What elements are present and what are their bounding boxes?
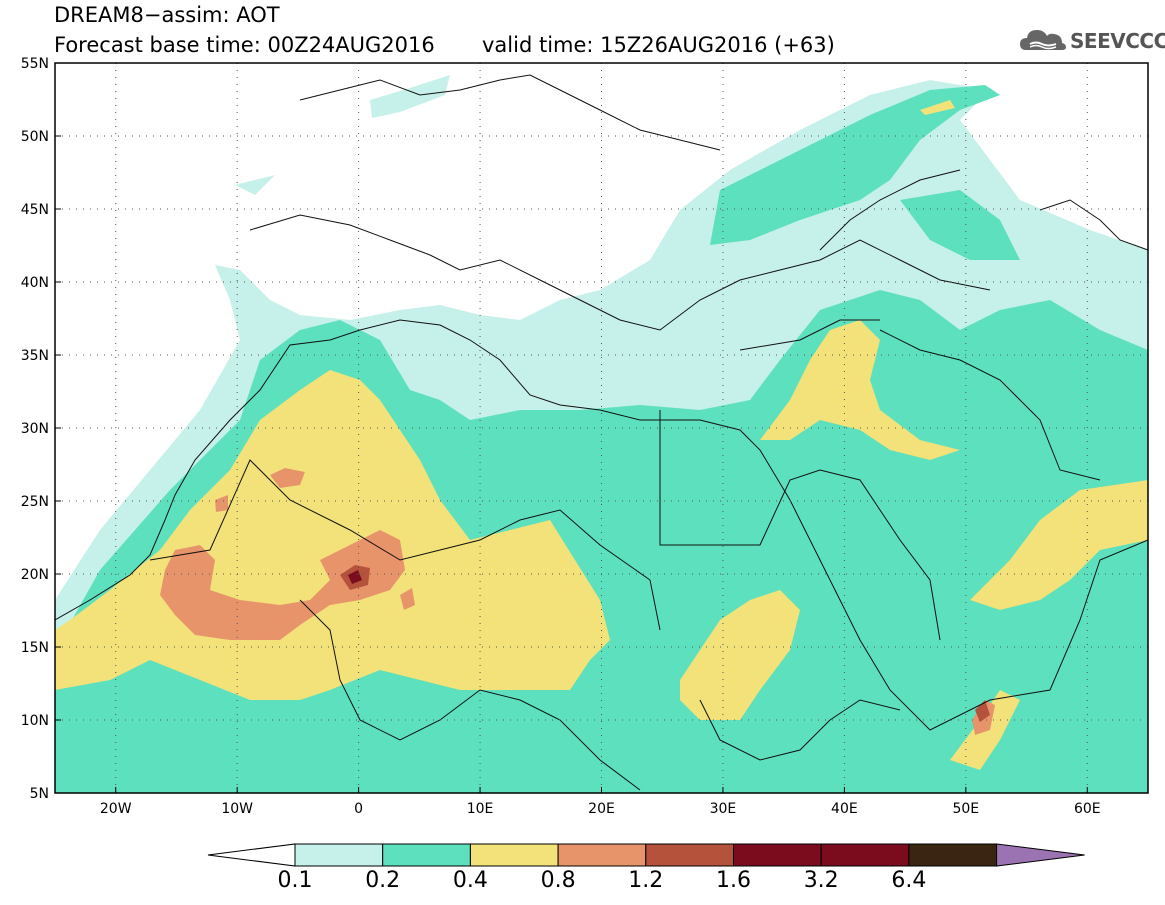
lat-tick-label: 50N <box>21 129 49 145</box>
forecast-base-time: Forecast base time: 00Z24AUG2016 <box>54 33 435 57</box>
colorbar-label: 0.1 <box>277 868 313 893</box>
lon-tick-label: 40E <box>831 801 858 817</box>
colorbar-label: 1.6 <box>716 868 751 893</box>
lat-tick-label: 40N <box>21 275 49 291</box>
lat-tick-label: 35N <box>21 348 49 364</box>
colorbar-label: 0.2 <box>365 868 401 893</box>
colorbar <box>207 843 1085 867</box>
lat-tick-label: 5N <box>30 786 49 802</box>
colorbar-segment <box>469 843 559 867</box>
colorbar-segment <box>820 843 910 867</box>
lon-tick-label: 10E <box>467 801 494 817</box>
aot-field <box>55 63 1148 793</box>
logo-text: SEEVCCC <box>1070 29 1165 53</box>
seevccc-logo: SEEVCCC <box>1018 22 1165 60</box>
aot-level-1-6 <box>348 570 362 584</box>
lat-tick-label: 45N <box>21 202 49 218</box>
lon-tick-label: 20W <box>100 801 132 817</box>
lat-lon-grid <box>55 63 1148 793</box>
lon-tick-label: 60E <box>1074 801 1101 817</box>
lat-tick-label: 15N <box>21 640 49 656</box>
colorbar-segment <box>557 843 647 867</box>
colorbar-over-arrow <box>996 843 1085 867</box>
lat-tick-label: 25N <box>21 494 49 510</box>
lon-tick-label: 0 <box>354 801 363 817</box>
lat-tick-label: 10N <box>21 713 49 729</box>
colorbar-label: 3.2 <box>803 868 839 893</box>
lon-tick-label: 20E <box>588 801 615 817</box>
colorbar-label: 0.4 <box>452 868 488 893</box>
lon-tick-label: 30E <box>710 801 737 817</box>
colorbar-segment <box>294 843 384 867</box>
colorbar-segment <box>733 843 822 867</box>
lon-tick-label: 50E <box>952 801 979 817</box>
axis-ticks: 20W 10W 0 10E 20E 30E 40E 50E 60E 55N 50N 45N 40N 35N… <box>21 56 1101 817</box>
lon-tick-label: 10W <box>221 801 253 817</box>
valid-time: valid time: 15Z26AUG2016 (+63) <box>482 33 835 57</box>
map-title: DREAM8−assim: AOT <box>54 3 280 27</box>
colorbar-label: 0.8 <box>540 868 576 893</box>
colorbar-segment <box>645 843 734 867</box>
colorbar-segment <box>382 843 471 867</box>
lat-tick-label: 20N <box>21 567 49 583</box>
cloud-logo-icon <box>1020 30 1066 50</box>
colorbar-label: 6.4 <box>891 868 927 893</box>
lat-tick-label: 55N <box>21 56 49 72</box>
colorbar-under-arrow <box>207 843 296 867</box>
colorbar-label: 1.2 <box>628 868 664 893</box>
lat-tick-label: 30N <box>21 421 49 437</box>
colorbar-segment <box>908 843 998 867</box>
